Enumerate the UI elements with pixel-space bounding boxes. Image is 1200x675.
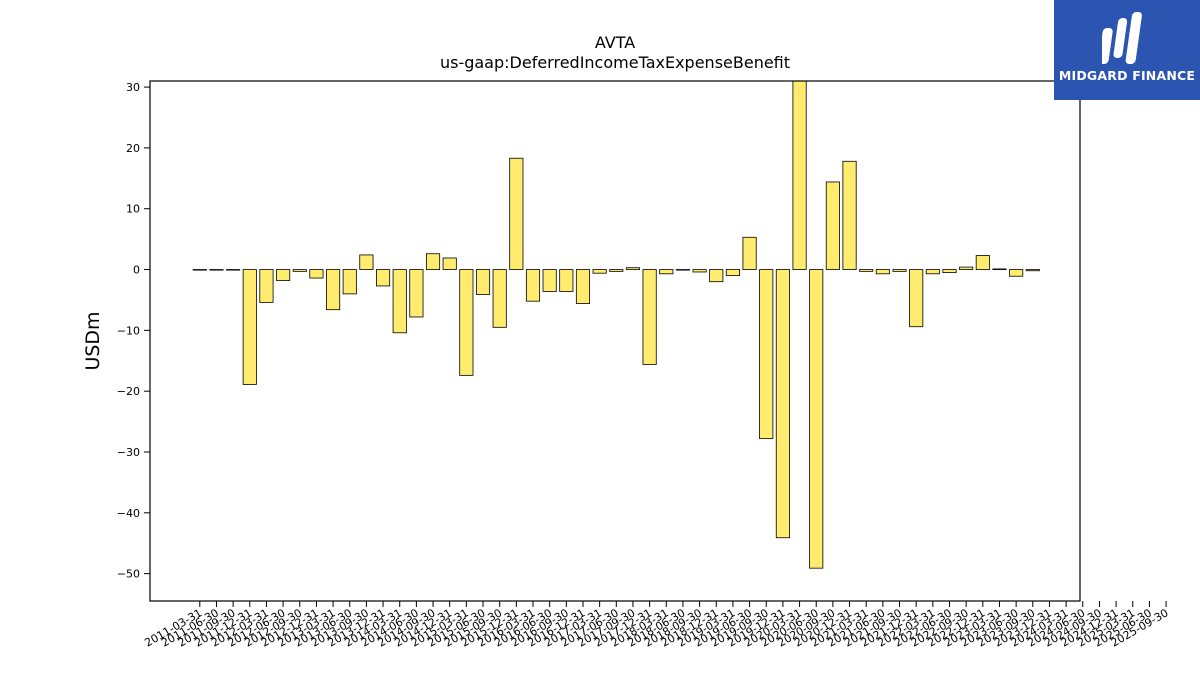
bar-2021-09-30: [892, 269, 907, 272]
bar-2019-06-30: [742, 236, 757, 270]
bar-2011-12-31: [242, 269, 257, 385]
y-tick-label: −10: [117, 324, 140, 337]
bar-2019-09-30: [759, 269, 774, 440]
bar-2019-12-31: [775, 269, 790, 539]
bar-2021-12-31: [909, 269, 924, 328]
bar-2017-09-30: [625, 267, 641, 270]
y-tick-label: −50: [117, 568, 140, 581]
bar-2018-06-30: [675, 269, 690, 271]
bar-2012-12-31: [309, 269, 324, 279]
bar-2022-09-30: [959, 266, 974, 270]
y-tick-label: −30: [117, 446, 140, 459]
bar-2020-03-31: [792, 80, 807, 270]
y-tick-label: −40: [117, 507, 140, 520]
y-ticks: 30 20 10 0 −10 −20 −30 −40 −50: [117, 81, 150, 581]
bar-2022-12-31: [975, 255, 990, 270]
bar-2013-09-30: [359, 254, 374, 270]
bar-2013-03-31: [326, 269, 341, 311]
bar-2016-06-30: [542, 269, 557, 292]
bar-2015-09-30: [492, 269, 507, 328]
y-tick-label: 20: [126, 142, 140, 155]
bar-2020-09-30: [825, 181, 840, 270]
bar-2014-09-30: [425, 253, 441, 270]
y-tick-label: −20: [117, 385, 140, 398]
bar-2011-03-31: [192, 269, 207, 271]
y-tick-label: 0: [133, 264, 140, 277]
bar-2015-12-31: [509, 157, 524, 270]
x-ticks: 2011-03-312011-06-302011-09-302011-12-31…: [142, 601, 1171, 650]
y-tick-label: 30: [126, 81, 140, 94]
bars-group: [192, 80, 1040, 569]
bar-2021-03-31: [859, 269, 874, 272]
bar-2013-06-30: [342, 269, 357, 295]
bar-2014-06-30: [409, 269, 424, 318]
bar-2018-12-31: [709, 269, 724, 283]
bar-2022-03-31: [925, 269, 940, 275]
brand-logo: MIDGARD FINANCE: [1054, 0, 1200, 100]
bar-2016-12-31: [575, 269, 591, 305]
bar-2016-09-30: [559, 269, 574, 292]
chart-title: AVTA: [595, 33, 635, 52]
bar-2016-03-31: [525, 269, 541, 302]
y-tick-label: 10: [126, 203, 140, 216]
chart-subtitle: us-gaap:DeferredIncomeTaxExpenseBenefit: [440, 53, 790, 72]
bar-2018-03-31: [659, 269, 674, 275]
bar-2017-06-30: [609, 269, 624, 272]
bar-2021-06-30: [875, 269, 890, 275]
bar-2023-03-31: [992, 268, 1007, 270]
bar-2015-06-30: [475, 269, 491, 295]
bar-2018-09-30: [692, 269, 707, 273]
bar-2012-09-30: [292, 269, 307, 272]
midgard-logo-icon: [1102, 12, 1142, 64]
bar-2017-03-31: [592, 269, 607, 274]
bar-2019-03-31: [725, 269, 740, 277]
bar-2017-12-31: [642, 269, 657, 365]
bar-2012-06-30: [276, 269, 291, 281]
bar-2015-03-31: [459, 269, 474, 376]
bar-2011-06-30: [209, 269, 224, 271]
bar-2020-12-31: [842, 160, 857, 270]
bar-2023-06-30: [1009, 269, 1024, 277]
bar-2020-06-30: [809, 269, 824, 569]
plot-frame: [149, 80, 1081, 602]
bar-2023-09-30: [1025, 269, 1040, 272]
bar-2011-09-30: [226, 269, 241, 271]
bar-2014-03-31: [392, 269, 407, 334]
bar-2013-12-31: [376, 269, 391, 287]
bar-2014-12-31: [442, 257, 457, 270]
bar-2012-03-31: [259, 269, 274, 303]
bar-2022-06-30: [942, 269, 957, 273]
logo-text: MIDGARD FINANCE: [1058, 68, 1196, 83]
y-axis-label: USDm: [82, 311, 104, 370]
